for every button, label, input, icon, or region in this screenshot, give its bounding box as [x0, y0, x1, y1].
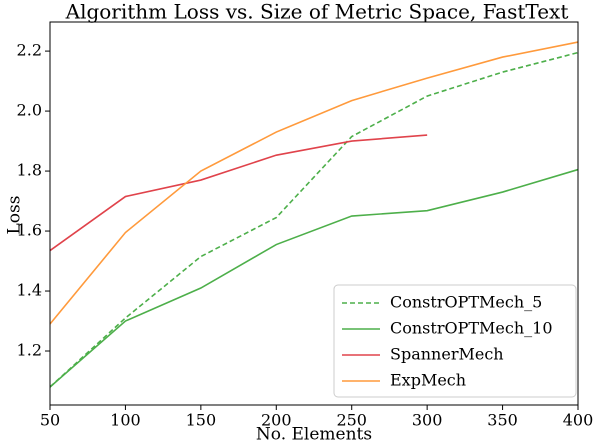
legend-label: ConstrOPTMech_5 — [390, 293, 542, 312]
x-tick-label: 400 — [563, 411, 594, 430]
y-tick-label: 1.6 — [17, 221, 42, 240]
legend-label: SpannerMech — [390, 345, 504, 364]
y-tick-label: 2.0 — [17, 101, 42, 120]
legend-box — [333, 284, 577, 398]
y-tick-label: 2.2 — [17, 41, 42, 60]
x-tick-label: 50 — [40, 411, 60, 430]
y-tick-label: 1.4 — [17, 281, 42, 300]
x-tick-label: 250 — [336, 411, 367, 430]
series-line — [49, 41, 579, 325]
legend-label: ExpMech — [390, 371, 466, 390]
y-tick-label: 1.8 — [17, 161, 42, 180]
chart-title: Algorithm Loss vs. Size of Metric Space,… — [65, 0, 569, 24]
y-tick-label: 1.2 — [17, 341, 42, 360]
x-tick-label: 100 — [110, 411, 141, 430]
series-line — [49, 134, 428, 252]
x-tick-label: 150 — [186, 411, 217, 430]
x-tick-label: 300 — [412, 411, 443, 430]
y-axis-label: Loss — [5, 196, 25, 235]
series-line — [49, 168, 579, 388]
series-line — [49, 51, 579, 388]
x-tick-label: 350 — [487, 411, 518, 430]
x-tick-label: 200 — [261, 411, 292, 430]
x-axis-label: No. Elements — [256, 425, 372, 445]
plot-frame — [49, 21, 579, 406]
legend-label: ConstrOPTMech_10 — [390, 319, 553, 338]
